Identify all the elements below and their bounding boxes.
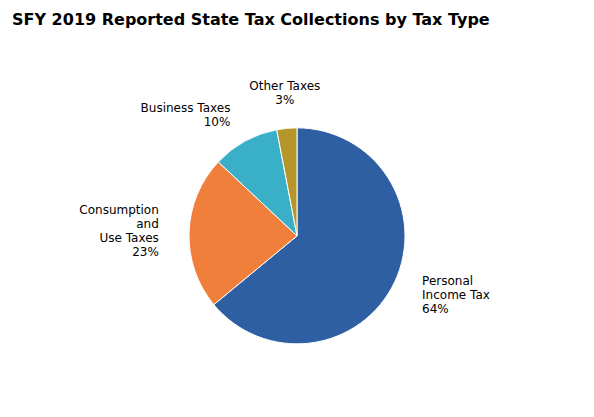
svg-text:ConsumptionandUse Taxes23%: ConsumptionandUse Taxes23% bbox=[79, 203, 158, 259]
svg-text:Other Taxes3%: Other Taxes3% bbox=[249, 79, 320, 107]
html-text:SFY 2019 Reported State Tax Co: SFY 2019 Reported State Tax Collections … bbox=[12, 10, 490, 29]
svg-text:Business Taxes10%: Business Taxes10% bbox=[141, 101, 231, 129]
svg-text:PersonalIncome Tax64%: PersonalIncome Tax64% bbox=[422, 274, 490, 316]
